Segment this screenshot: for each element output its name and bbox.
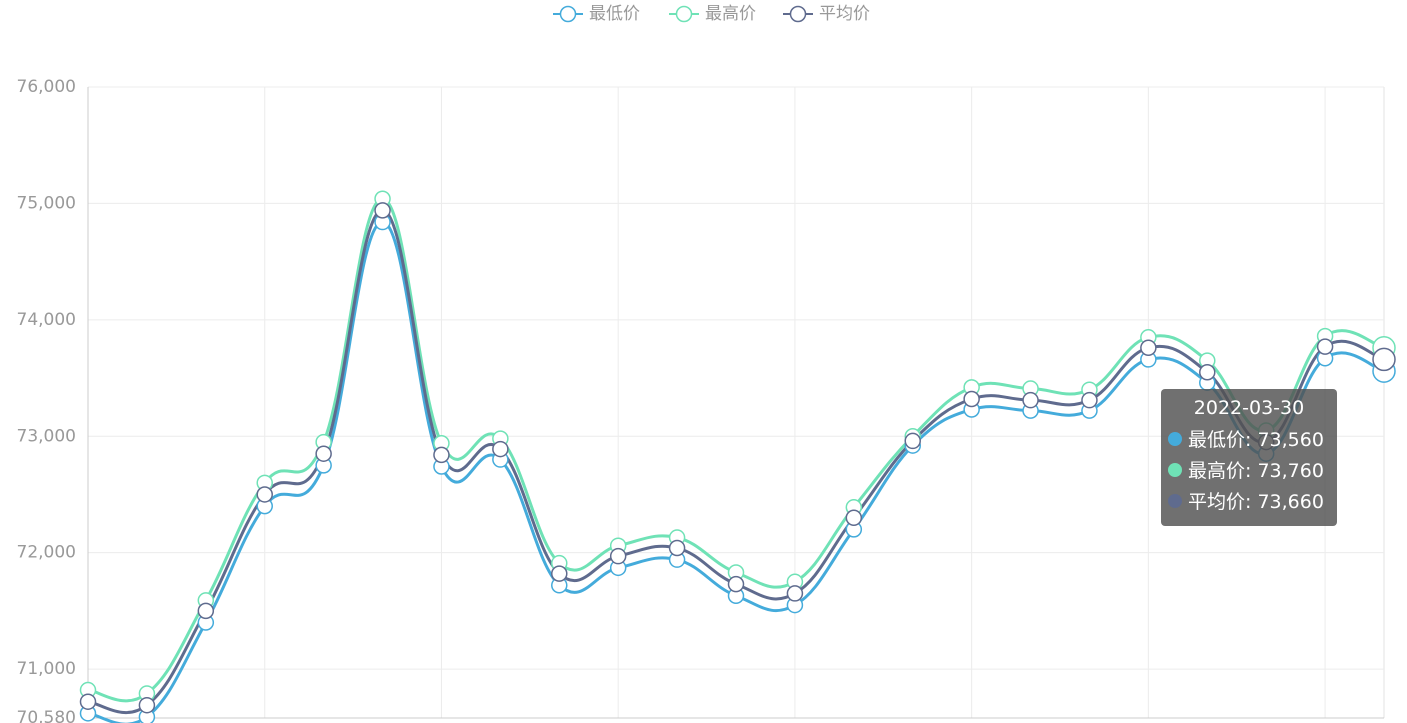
data-point <box>256 486 273 503</box>
tooltip-title: 2022-03-30 <box>1193 397 1305 419</box>
tooltip-text: 最高价: 73,760 <box>1188 460 1324 482</box>
tooltip-dot <box>1168 462 1182 477</box>
data-point <box>1081 391 1098 409</box>
data-point <box>845 509 863 527</box>
legend-label: 最高价 <box>705 4 756 24</box>
y-tick-label: 73,000 <box>17 426 76 446</box>
data-point <box>1372 347 1396 372</box>
y-tick-label: 70,580 <box>17 708 76 723</box>
data-point <box>197 602 215 620</box>
legend-label: 最低价 <box>589 4 640 24</box>
tooltip-row: 最高价: 73,760 <box>1167 454 1331 485</box>
data-point <box>786 585 804 602</box>
tooltip-text: 平均价: 73,660 <box>1188 491 1324 513</box>
data-point <box>492 440 509 458</box>
data-point <box>668 539 686 557</box>
legend-marker <box>559 5 577 23</box>
y-tick-label: 72,000 <box>17 543 76 563</box>
tooltip-dot <box>1168 493 1182 508</box>
data-point <box>138 696 156 714</box>
data-point <box>1140 339 1157 357</box>
legend-marker <box>789 5 807 23</box>
data-point <box>1316 338 1334 355</box>
legend-label: 平均价 <box>819 4 870 24</box>
y-tick-label: 76,000 <box>17 77 76 97</box>
y-tick-label: 71,000 <box>17 659 76 679</box>
data-point <box>727 575 745 593</box>
tooltip-row: 最低价: 73,560 <box>1167 423 1331 454</box>
tooltip-row: 平均价: 73,660 <box>1167 485 1331 516</box>
tooltip: 2022-03-30 最低价: 73,560 最高价: 73,760 平均价: 73… <box>1161 389 1337 526</box>
data-point <box>79 693 97 710</box>
tooltip-text: 最低价: 73,560 <box>1188 429 1324 451</box>
data-point <box>374 202 391 219</box>
tooltip-dot <box>1168 431 1182 446</box>
legend-marker <box>675 5 693 23</box>
data-point <box>433 446 450 464</box>
data-point <box>315 445 332 462</box>
data-point <box>551 565 568 582</box>
y-tick-label: 74,000 <box>17 310 76 330</box>
data-point <box>963 390 980 408</box>
y-tick-label: 75,000 <box>17 193 76 213</box>
data-point <box>609 547 627 565</box>
data-point <box>1022 391 1039 409</box>
data-point <box>904 432 921 450</box>
data-point <box>1199 363 1216 381</box>
